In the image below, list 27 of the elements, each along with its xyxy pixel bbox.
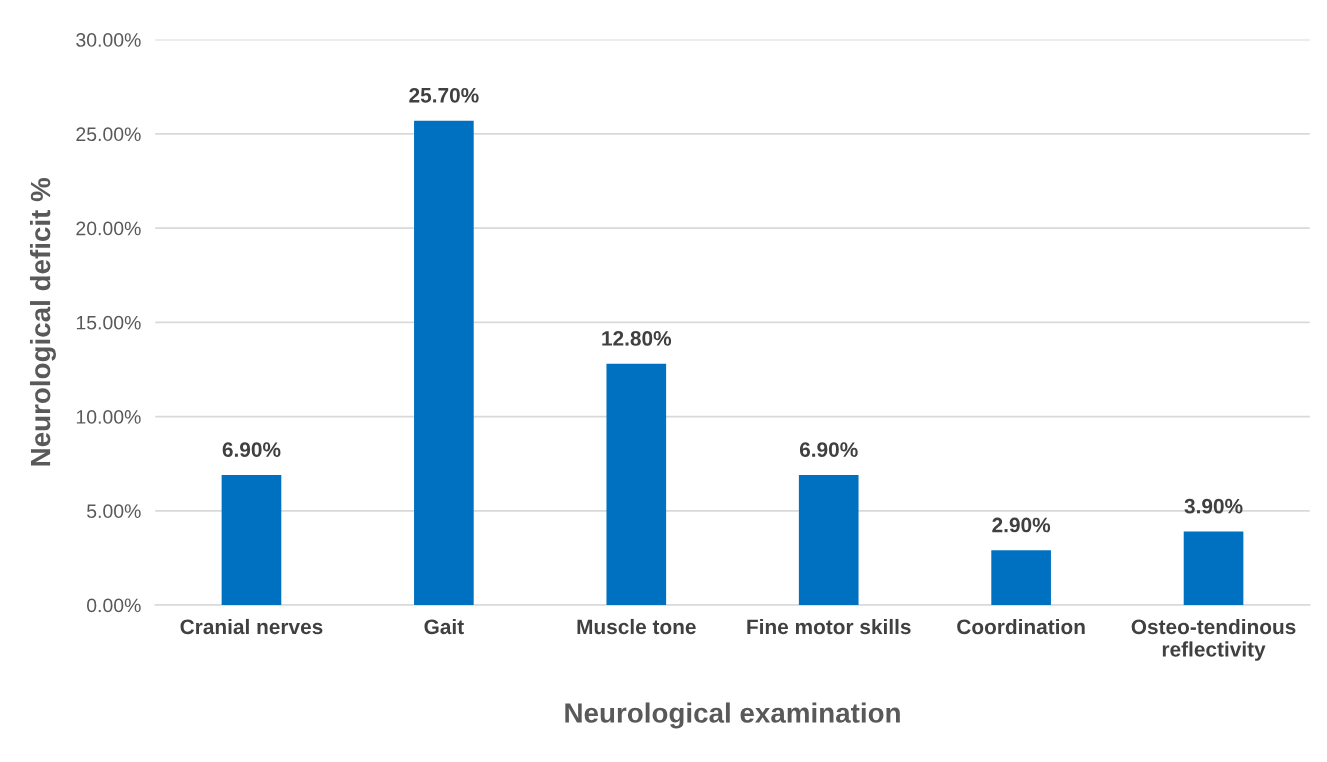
x-tick-label: Osteo-tendinous reflectivity bbox=[1131, 618, 1296, 661]
bar bbox=[1183, 531, 1244, 606]
y-tick-label: 5.00% bbox=[87, 504, 141, 519]
y-tick-label: 30.00% bbox=[76, 33, 141, 47]
y-tick-label: 20.00% bbox=[76, 221, 141, 236]
x-tick-label: Muscle tone bbox=[577, 618, 696, 635]
data-label: 12.80% bbox=[602, 331, 672, 346]
x-tick-label: Cranial nerves bbox=[180, 618, 323, 635]
y-axis-title: Neurological deficit % bbox=[29, 177, 56, 466]
y-tick-label: 10.00% bbox=[76, 410, 141, 424]
data-label: 25.70% bbox=[409, 87, 479, 103]
data-label: 6.90% bbox=[222, 442, 281, 457]
data-label: 6.90% bbox=[799, 442, 858, 457]
bar bbox=[414, 120, 474, 606]
x-tick-label: Gait bbox=[424, 618, 464, 635]
data-label: 2.90% bbox=[992, 517, 1051, 533]
x-tick-label: Coordination bbox=[957, 618, 1085, 635]
bar bbox=[991, 550, 1051, 606]
data-label: 3.90% bbox=[1184, 498, 1243, 514]
x-axis-title: Neurological examination bbox=[565, 702, 900, 729]
bar bbox=[798, 474, 859, 606]
y-tick-label: 15.00% bbox=[76, 315, 141, 330]
x-tick-label: Fine motor skills bbox=[747, 618, 911, 635]
y-tick-label: 25.00% bbox=[76, 127, 141, 142]
y-tick-label: 0.00% bbox=[87, 598, 141, 613]
bar bbox=[606, 363, 667, 606]
bar bbox=[221, 474, 282, 606]
